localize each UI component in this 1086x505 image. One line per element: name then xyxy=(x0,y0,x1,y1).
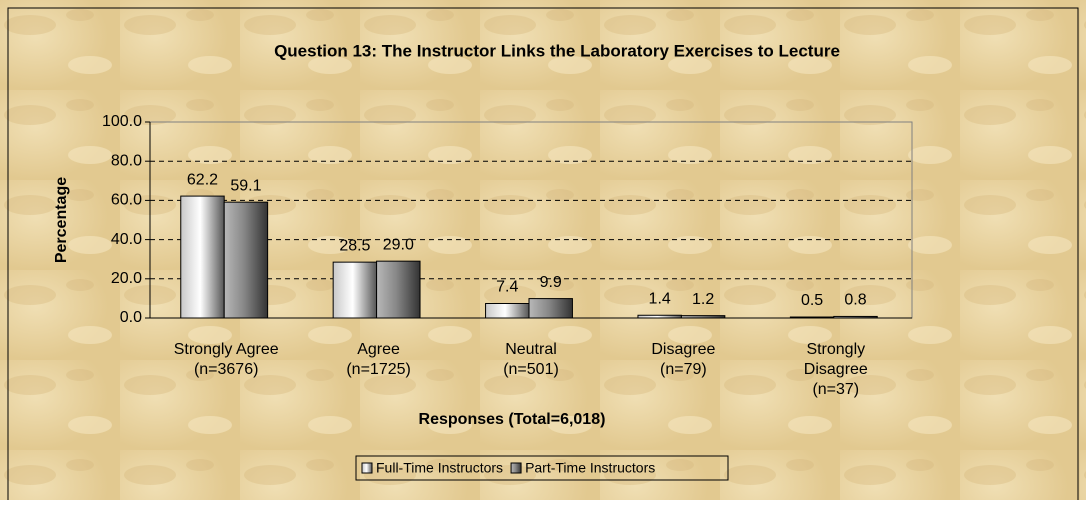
y-tick-label: 60.0 xyxy=(111,192,142,209)
chart-frame xyxy=(7,7,1079,505)
x-tick-label: (n=37) xyxy=(812,381,859,398)
y-axis-title: Percentage xyxy=(53,177,70,263)
x-tick-label: Strongly xyxy=(806,341,865,358)
data-label: 7.4 xyxy=(496,279,518,296)
bar xyxy=(223,201,269,319)
bar xyxy=(332,261,378,319)
x-tick-label: (n=3676) xyxy=(194,361,259,378)
y-tick-label: 80.0 xyxy=(111,152,142,169)
bar xyxy=(833,315,878,319)
bar xyxy=(789,316,835,319)
data-label: 62.2 xyxy=(187,171,218,188)
bar xyxy=(680,315,726,319)
data-label: 1.4 xyxy=(649,290,671,307)
y-tick-label: 100.0 xyxy=(102,113,142,130)
bar xyxy=(528,298,573,319)
legend-label: Full-Time Instructors xyxy=(376,460,503,476)
bar xyxy=(485,302,530,319)
x-tick-label: Neutral xyxy=(505,341,557,358)
bar xyxy=(376,260,421,319)
y-tick-label: 20.0 xyxy=(111,270,142,287)
data-label: 0.8 xyxy=(844,292,866,309)
data-label: 9.9 xyxy=(540,274,562,291)
x-tick-label: (n=1725) xyxy=(346,361,411,378)
legend-swatch xyxy=(510,462,522,474)
legend-swatch xyxy=(361,462,373,474)
x-tick-label: (n=79) xyxy=(660,361,707,378)
bar xyxy=(637,314,682,319)
data-label: 59.1 xyxy=(230,177,261,194)
x-tick-label: Disagree xyxy=(804,361,868,378)
data-label: 0.5 xyxy=(801,292,823,309)
x-tick-label: Strongly Agree xyxy=(174,341,279,358)
y-tick-label: 0.0 xyxy=(120,309,142,326)
x-axis-title: Responses (Total=6,018) xyxy=(419,411,606,428)
data-label: 1.2 xyxy=(692,291,714,308)
legend-label: Part-Time Instructors xyxy=(525,460,655,476)
legend-box xyxy=(355,455,729,481)
chart-title: Question 13: The Instructor Links the La… xyxy=(274,41,840,60)
data-label: 29.0 xyxy=(383,236,414,253)
y-tick-label: 40.0 xyxy=(111,231,142,248)
x-tick-label: Disagree xyxy=(651,341,715,358)
bar xyxy=(180,195,225,319)
x-tick-label: Agree xyxy=(357,341,400,358)
legend: Full-Time Instructors Part-Time Instructo… xyxy=(355,455,729,481)
x-tick-label: (n=501) xyxy=(503,361,559,378)
data-label: 28.5 xyxy=(339,237,370,254)
